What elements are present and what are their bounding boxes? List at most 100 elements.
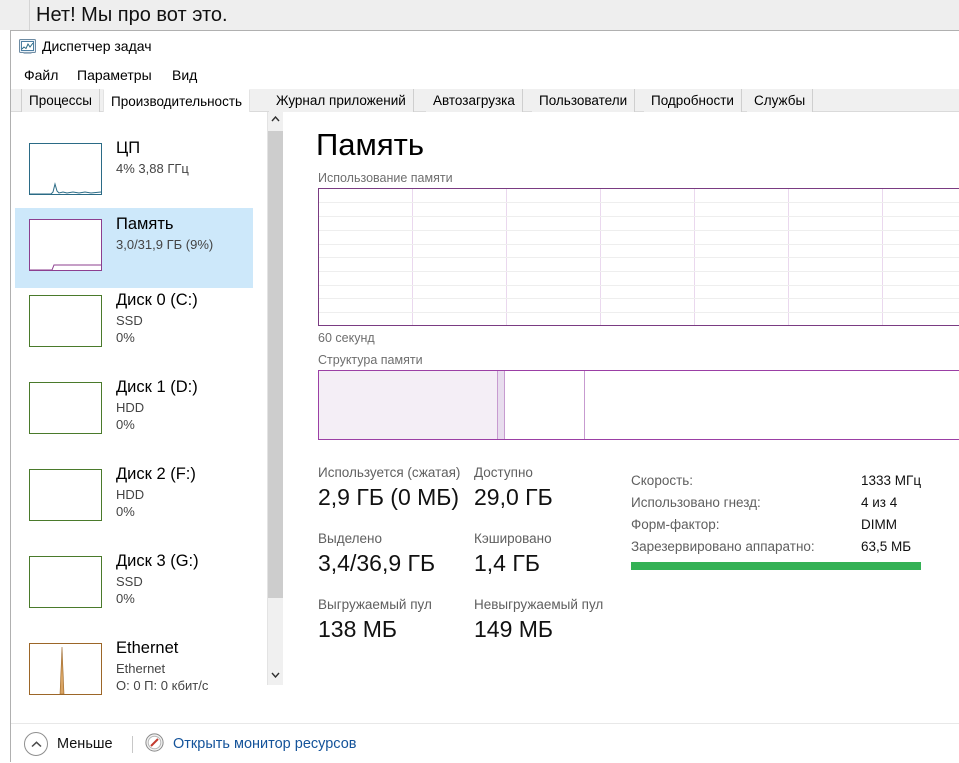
stat-cached-value: 1,4 ГБ xyxy=(474,550,540,576)
resource-monitor-icon xyxy=(145,733,164,755)
window-title: Диспетчер задач xyxy=(42,38,152,54)
sidebar-disk-3-type: SSD xyxy=(116,574,143,589)
sidebar-memory-title: Память xyxy=(116,215,174,233)
disk-0-mini-graph xyxy=(29,295,102,347)
tab-users[interactable]: Пользователи xyxy=(532,89,636,112)
sidebar-divider xyxy=(284,112,285,708)
spec-row-speed: Скорость: 1333 МГц xyxy=(631,470,951,492)
tab-performance[interactable]: Производительность xyxy=(103,89,251,112)
sidebar-item-disk-0[interactable]: Диск 0 (C:) SSD 0% xyxy=(15,284,253,364)
stat-paged-pool-label: Выгружаемый пул xyxy=(318,597,432,612)
sidebar-disk-2-type: HDD xyxy=(116,487,145,502)
page-title: Память xyxy=(316,127,424,162)
stat-nonpaged-pool-label: Невыгружаемый пул xyxy=(474,597,604,612)
title-bar: Диспетчер задач xyxy=(11,31,959,62)
chevron-down-icon xyxy=(271,672,280,678)
spec-slots-value: 4 из 4 xyxy=(861,495,898,510)
tab-processes[interactable]: Процессы xyxy=(21,89,101,112)
sidebar-item-disk-3[interactable]: Диск 3 (G:) SSD 0% xyxy=(15,545,253,625)
stat-paged-pool-value: 138 МБ xyxy=(318,616,398,642)
composition-divider-2 xyxy=(504,371,505,439)
stat-in-use: Используется (сжатая) 2,9 ГБ (0 МБ) xyxy=(318,464,460,512)
stat-in-use-label: Используется (сжатая) xyxy=(318,465,461,480)
chevron-up-circle-icon xyxy=(24,732,48,756)
tab-startup[interactable]: Автозагрузка xyxy=(426,89,523,112)
sidebar-disk-3-title: Диск 3 (G:) xyxy=(116,552,199,570)
memory-specs: Скорость: 1333 МГц Использовано гнезд: 4… xyxy=(631,470,951,558)
sidebar-item-memory[interactable]: Память 3,0/31,9 ГБ (9%) xyxy=(15,208,253,288)
fewer-details-label: Меньше xyxy=(57,736,113,752)
disk-1-mini-graph xyxy=(29,382,102,434)
sidebar-item-cpu[interactable]: ЦП 4% 3,88 ГГц xyxy=(15,132,253,212)
tab-details[interactable]: Подробности xyxy=(644,89,742,112)
sidebar-ethernet-throughput: О: 0 П: 0 кбит/с xyxy=(116,678,209,693)
stat-nonpaged-pool: Невыгружаемый пул 149 МБ xyxy=(474,596,603,644)
stat-committed-value: 3,4/36,9 ГБ xyxy=(318,550,436,576)
content-area: ЦП 4% 3,88 ГГц Память 3,0/31,9 ГБ (9%) xyxy=(11,112,959,723)
stat-cached-label: Кэшировано xyxy=(474,531,552,546)
sidebar-disk-2-usage: 0% xyxy=(116,504,135,519)
stat-paged-pool: Выгружаемый пул 138 МБ xyxy=(318,596,432,644)
spec-speed-value: 1333 МГц xyxy=(861,473,922,488)
stat-available-label: Доступно xyxy=(474,465,533,480)
stat-in-use-value: 2,9 ГБ (0 МБ) xyxy=(318,484,460,510)
resource-sidebar[interactable]: ЦП 4% 3,88 ГГц Память 3,0/31,9 ГБ (9%) xyxy=(11,112,267,708)
memory-mini-graph xyxy=(29,219,102,271)
fewer-details-button[interactable]: Меньше xyxy=(24,731,113,757)
sidebar-disk-0-usage: 0% xyxy=(116,330,135,345)
composition-divider-3 xyxy=(584,371,585,439)
stat-nonpaged-pool-value: 149 МБ xyxy=(474,616,554,642)
composition-caption: Структура памяти xyxy=(318,353,423,367)
menu-item-file[interactable]: Файл xyxy=(24,67,59,83)
cpu-mini-graph xyxy=(29,143,102,195)
banner-text: Нет! Мы про вот это. xyxy=(36,4,228,26)
sidebar-scrollbar[interactable] xyxy=(267,112,283,685)
tab-app-history[interactable]: Журнал приложений xyxy=(269,89,414,112)
sidebar-disk-3-usage: 0% xyxy=(116,591,135,606)
disk-3-mini-graph xyxy=(29,556,102,608)
chevron-up-icon xyxy=(271,116,280,122)
spec-form-factor-value: DIMM xyxy=(861,517,897,532)
stat-cached: Кэшировано 1,4 ГБ xyxy=(474,530,552,578)
top-banner: Нет! Мы про вот это. xyxy=(0,0,959,30)
sidebar-memory-sub: 3,0/31,9 ГБ (9%) xyxy=(116,237,214,252)
open-resource-monitor-link[interactable]: Открыть монитор ресурсов xyxy=(145,731,356,757)
sidebar-disk-2-title: Диск 2 (F:) xyxy=(116,465,196,483)
tab-strip: Процессы Производительность Журнал прило… xyxy=(11,89,959,112)
spec-form-factor-label: Форм-фактор: xyxy=(631,517,720,532)
sidebar-ethernet-type: Ethernet xyxy=(116,661,166,676)
sidebar-cpu-sub: 4% 3,88 ГГц xyxy=(116,161,189,176)
stat-available-value: 29,0 ГБ xyxy=(474,484,553,510)
task-manager-window: Диспетчер задач Файл Параметры Вид Проце… xyxy=(10,30,959,763)
sidebar-item-disk-1[interactable]: Диск 1 (D:) HDD 0% xyxy=(15,371,253,451)
memory-usage-graph xyxy=(318,188,959,326)
stat-committed: Выделено 3,4/36,9 ГБ xyxy=(318,530,435,578)
time-range-caption: 60 секунд xyxy=(318,331,375,345)
sidebar-disk-1-title: Диск 1 (D:) xyxy=(116,378,198,396)
sidebar-item-ethernet[interactable]: Ethernet Ethernet О: 0 П: 0 кбит/с xyxy=(15,632,253,708)
open-resource-monitor-label: Открыть монитор ресурсов xyxy=(173,736,357,752)
banner-left-block xyxy=(0,0,30,30)
sidebar-disk-0-title: Диск 0 (C:) xyxy=(116,291,198,309)
menu-item-options[interactable]: Параметры xyxy=(77,67,152,83)
hardware-reserved-highlight xyxy=(631,562,921,570)
spec-hardware-reserved-value: 63,5 МБ xyxy=(861,539,912,554)
spec-row-form-factor: Форм-фактор: DIMM xyxy=(631,514,951,536)
status-separator xyxy=(132,736,133,753)
scroll-up-button[interactable] xyxy=(268,112,283,129)
spec-hardware-reserved-label: Зарезервировано аппаратно: xyxy=(631,539,815,554)
composition-segment-in-use xyxy=(319,371,498,439)
tab-services[interactable]: Службы xyxy=(747,89,814,112)
spec-slots-label: Использовано гнезд: xyxy=(631,495,761,510)
menu-item-view[interactable]: Вид xyxy=(172,67,198,83)
sidebar-disk-0-type: SSD xyxy=(116,313,143,328)
sidebar-item-disk-2[interactable]: Диск 2 (F:) HDD 0% xyxy=(15,458,253,538)
scroll-down-button[interactable] xyxy=(268,668,283,685)
sidebar-cpu-title: ЦП xyxy=(116,139,141,157)
sidebar-disk-1-usage: 0% xyxy=(116,417,135,432)
sidebar-ethernet-title: Ethernet xyxy=(116,639,179,657)
scrollbar-thumb[interactable] xyxy=(268,131,283,598)
spec-row-hardware-reserved: Зарезервировано аппаратно: 63,5 МБ xyxy=(631,536,951,558)
composition-segment-modified xyxy=(498,371,504,439)
disk-2-mini-graph xyxy=(29,469,102,521)
